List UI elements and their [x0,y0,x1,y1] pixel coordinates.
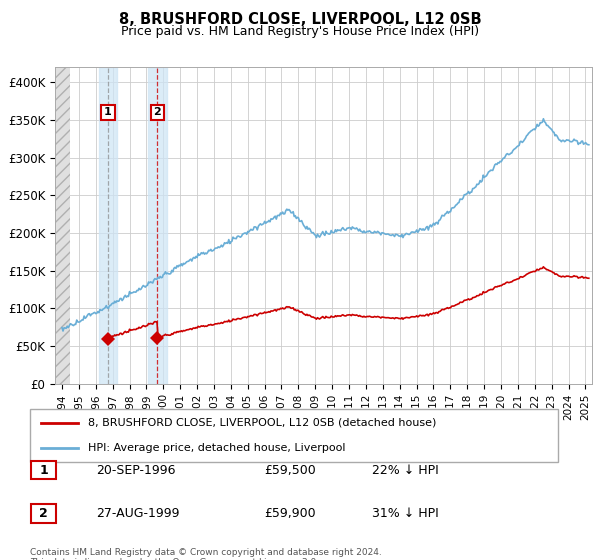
Text: 8, BRUSHFORD CLOSE, LIVERPOOL, L12 0SB: 8, BRUSHFORD CLOSE, LIVERPOOL, L12 0SB [119,12,481,27]
Text: 31% ↓ HPI: 31% ↓ HPI [372,507,439,520]
FancyBboxPatch shape [31,461,56,479]
Text: 27-AUG-1999: 27-AUG-1999 [96,507,179,520]
FancyBboxPatch shape [30,409,558,462]
Text: Price paid vs. HM Land Registry's House Price Index (HPI): Price paid vs. HM Land Registry's House … [121,25,479,38]
Text: 1: 1 [39,464,48,477]
Bar [148,67,167,384]
Text: Contains HM Land Registry data © Crown copyright and database right 2024.
This d: Contains HM Land Registry data © Crown c… [30,548,382,560]
Text: 1: 1 [104,108,112,118]
Text: 22% ↓ HPI: 22% ↓ HPI [372,464,439,477]
Text: 20-SEP-1996: 20-SEP-1996 [96,464,176,477]
Text: £59,500: £59,500 [264,464,316,477]
Text: HPI: Average price, detached house, Liverpool: HPI: Average price, detached house, Live… [88,443,346,453]
Text: 8, BRUSHFORD CLOSE, LIVERPOOL, L12 0SB (detached house): 8, BRUSHFORD CLOSE, LIVERPOOL, L12 0SB (… [88,418,436,428]
Bar [98,67,117,384]
Bar [55,67,70,384]
Text: £59,900: £59,900 [264,507,316,520]
Text: 2: 2 [154,108,161,118]
Text: 2: 2 [39,507,48,520]
FancyBboxPatch shape [31,505,56,522]
